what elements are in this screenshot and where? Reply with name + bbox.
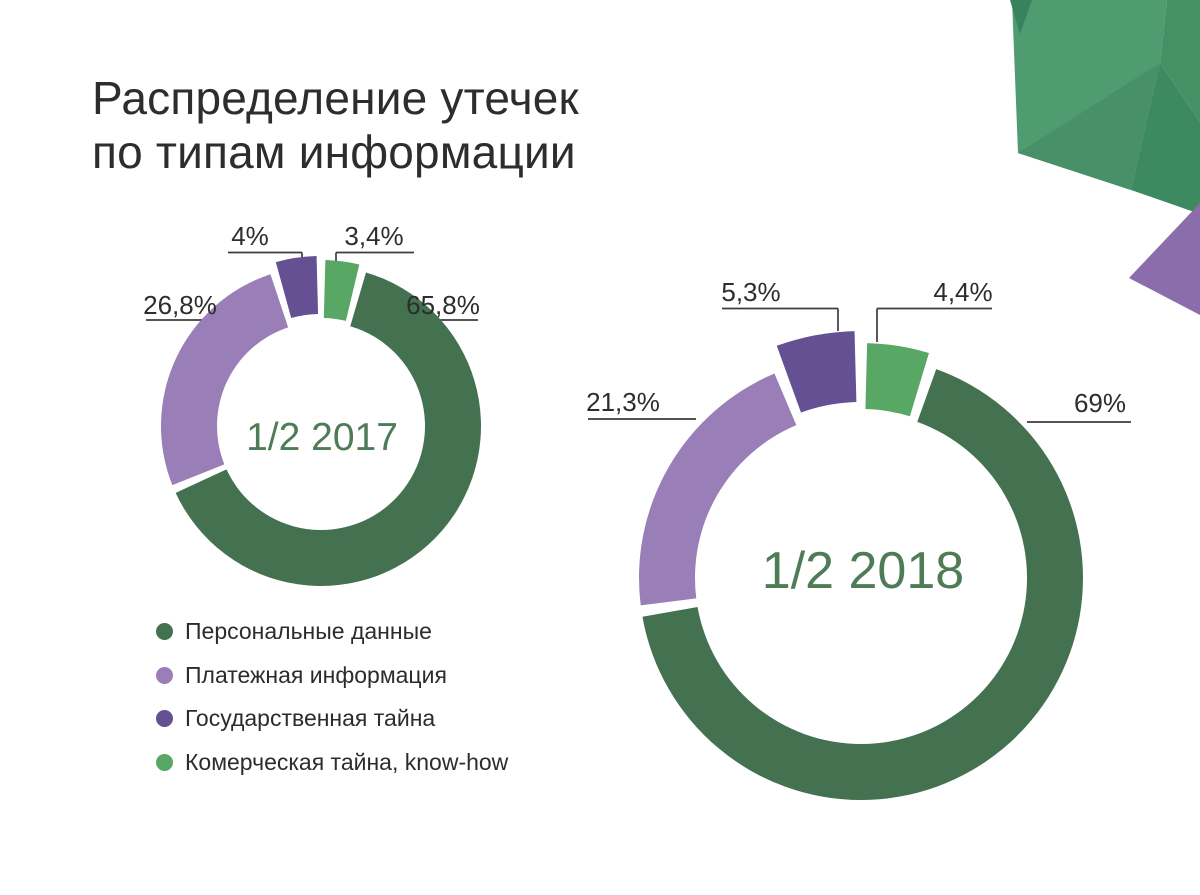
donut-segment (175, 272, 482, 587)
callouts-2018 (588, 307, 1131, 423)
legend-item: Персональные данные (156, 610, 508, 654)
pct-label-2017-payment: 26,8% (143, 290, 217, 320)
decoration-facet (1131, 63, 1200, 214)
legend-color-dot (156, 753, 173, 771)
legend-label: Платежная информация (185, 661, 447, 688)
page-title: Распределение утечек по типам информации (92, 72, 579, 178)
legend-color-dot (156, 623, 173, 641)
donut-segment (865, 343, 929, 417)
pct-label-2018-commercial: 4,4% (933, 277, 992, 307)
legend-item: Государственная тайна (156, 697, 508, 741)
legend-label: Персональные данные (185, 618, 432, 645)
donut-2017-center-label: 1/2 2017 (246, 416, 398, 459)
legend-item: Комерческая тайна, know-how (156, 741, 508, 785)
donut-2018-center-label: 1/2 2018 (762, 542, 964, 600)
pct-label-2017-personal: 65,8% (406, 290, 480, 320)
decoration-facet (1160, 0, 1200, 122)
pct-label-2018-personal: 69% (1074, 388, 1126, 418)
legend: Персональные данные Платежная информация Г… (156, 610, 508, 784)
donut-segment (776, 331, 857, 413)
legend-item: Платежная информация (156, 654, 508, 698)
legend-color-dot (156, 710, 173, 728)
donut-segment (275, 256, 319, 319)
legend-label: Государственная тайна (185, 705, 436, 732)
donut-segment (323, 260, 360, 321)
donut-2018 (639, 331, 1084, 801)
legend-label: Комерческая тайна, know-how (185, 748, 509, 775)
pct-label-2018-state-secret: 5,3% (721, 277, 780, 307)
decoration-facet (1010, 0, 1032, 34)
donut-segment (160, 274, 289, 486)
decoration-purple-triangle (1129, 203, 1200, 315)
donut-segment (639, 373, 797, 606)
pct-label-2017-commercial: 3,4% (344, 221, 403, 251)
pct-label-2018-payment: 21,3% (586, 387, 660, 417)
decoration-facet (1018, 63, 1160, 190)
pct-label-2017-state-secret: 4% (231, 221, 269, 251)
legend-color-dot (156, 666, 173, 684)
donut-2017 (160, 256, 482, 587)
corner-decoration (1010, 0, 1200, 315)
